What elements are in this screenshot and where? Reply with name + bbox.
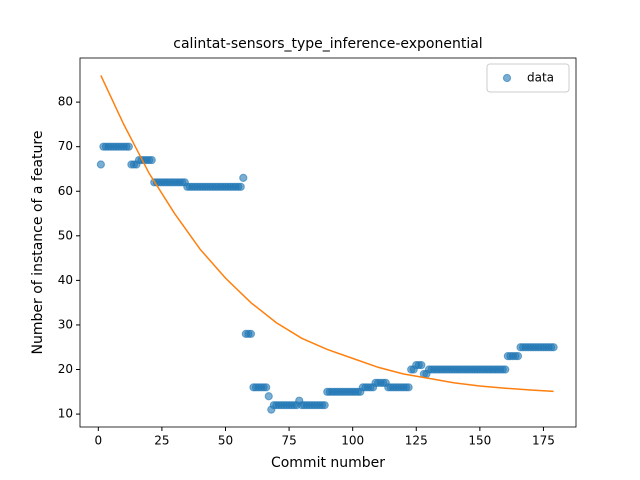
data-point [549, 343, 558, 352]
chart-title: calintat-sensors_type_inference-exponent… [173, 36, 482, 52]
data-point [404, 383, 413, 392]
data-point [96, 160, 105, 169]
x-tick-label: 75 [281, 434, 296, 448]
x-axis-label: Commit number [271, 455, 385, 471]
data-point [239, 173, 248, 182]
x-tick-label: 0 [94, 434, 102, 448]
y-tick-label: 20 [58, 362, 73, 376]
data-point [246, 329, 256, 338]
data-point [236, 182, 245, 191]
data-point [320, 401, 329, 410]
y-tick-label: 50 [58, 228, 73, 242]
y-axis-label: Number of instance of a feature [30, 131, 46, 355]
x-tick-label: 50 [218, 434, 233, 448]
x-tick-label: 150 [468, 434, 491, 448]
data-point [417, 360, 426, 370]
y-tick-label: 10 [58, 407, 73, 421]
data-point [264, 392, 273, 401]
fit-line [100, 75, 554, 393]
y-tick-label: 80 [58, 95, 73, 109]
legend-marker [502, 73, 512, 83]
x-tick-label: 100 [341, 434, 364, 448]
data-point [124, 142, 133, 151]
plot-frame [79, 57, 577, 428]
y-tick-label: 60 [58, 184, 73, 198]
data-point [147, 155, 156, 165]
y-tick-label: 70 [58, 139, 73, 153]
x-tick-label: 175 [532, 434, 555, 448]
data-point [262, 383, 271, 392]
x-tick-label: 25 [154, 434, 169, 448]
data-point [513, 352, 523, 361]
y-tick-label: 30 [58, 317, 73, 331]
legend-box [486, 63, 570, 93]
y-tick-label: 40 [58, 273, 73, 287]
x-tick-label: 125 [405, 434, 428, 448]
legend-label: data [527, 71, 554, 85]
data-point [501, 365, 510, 374]
